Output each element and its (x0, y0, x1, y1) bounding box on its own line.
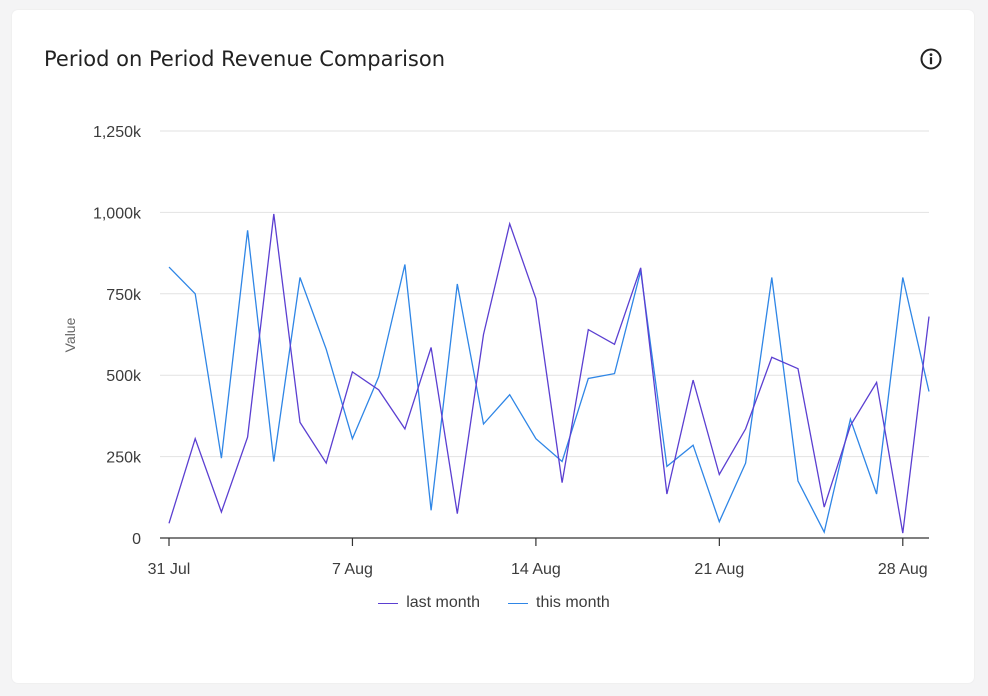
legend-item-this-month[interactable]: this month (508, 594, 610, 612)
chart-card: Period on Period Revenue Comparison (12, 10, 974, 683)
info-icon[interactable] (920, 48, 942, 70)
series-line-this-month[interactable] (168, 230, 930, 534)
x-tick-label: 7 Aug (332, 561, 373, 578)
legend-label: this month (536, 594, 610, 611)
legend-item-last-month[interactable]: last month (378, 594, 480, 612)
x-tick-label: 14 Aug (511, 561, 561, 578)
legend-swatch (508, 602, 528, 604)
legend-swatch (378, 602, 399, 604)
series-lines (168, 213, 930, 534)
grid-lines (160, 130, 929, 458)
y-axis-title: Value (62, 317, 78, 352)
axes: 0 250k 500k 750k 1,000k 1,250k 31 Jul 7 Aug 14 A… (93, 124, 929, 578)
chart-title: Period on Period Revenue Comparison (44, 47, 446, 71)
legend-label: last month (406, 594, 480, 611)
y-tick-label: 500k (106, 368, 142, 385)
chart-legend: last month this month (0, 594, 988, 612)
x-tick-label: 28 Aug (878, 561, 928, 578)
series-line-last-month[interactable] (168, 213, 930, 534)
x-tick-label: 31 Jul (148, 561, 191, 578)
y-tick-label: 1,250k (93, 124, 142, 141)
y-tick-label: 1,000k (93, 205, 142, 222)
y-tick-label: 0 (132, 531, 141, 548)
y-tick-label: 750k (106, 287, 142, 304)
info-circle-icon (920, 48, 942, 70)
x-tick-label: 21 Aug (694, 561, 744, 578)
y-tick-label: 250k (106, 450, 142, 467)
